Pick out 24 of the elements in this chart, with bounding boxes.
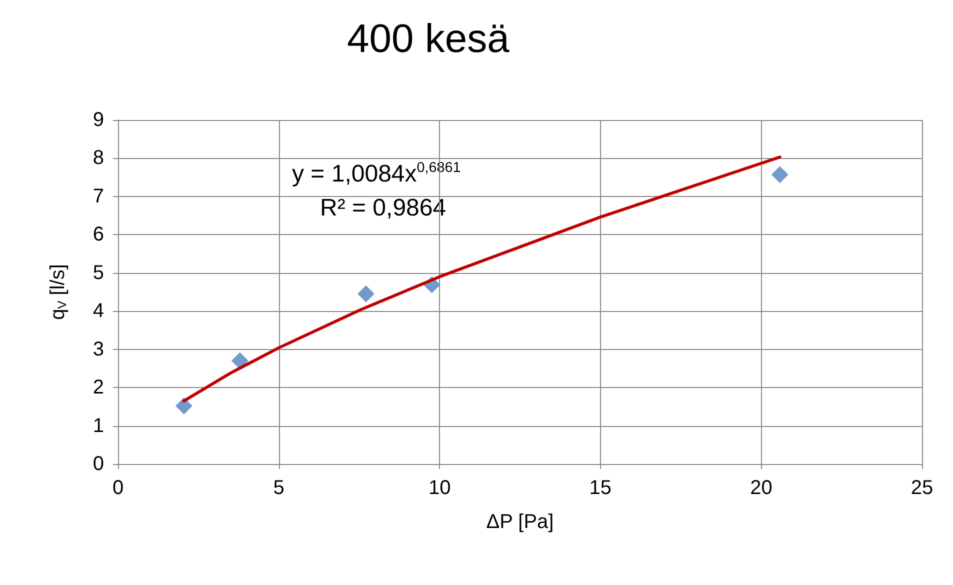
point <box>175 397 192 414</box>
x-axis-title: ΔP [Pa] <box>486 511 554 533</box>
point <box>231 352 248 370</box>
y-tick-label: 6 <box>92 224 104 246</box>
x-tick-label: 20 <box>750 477 772 499</box>
y-tick-label: 5 <box>92 262 104 284</box>
y-tick-label: 4 <box>92 300 104 322</box>
y-tick-label: 9 <box>92 109 104 131</box>
x-tick-label: 10 <box>428 477 451 499</box>
point <box>771 166 788 184</box>
x-tick-label: 5 <box>273 477 284 499</box>
chart-title: 400 kesä <box>347 17 510 61</box>
y-tick-label: 1 <box>92 414 104 437</box>
y-axis-title: qV [l/s] <box>47 264 69 320</box>
x-tick-label: 15 <box>589 477 612 499</box>
y-tick-label: 0 <box>92 453 104 475</box>
y-tick-label: 3 <box>92 338 104 360</box>
y-tick-label: 8 <box>92 147 104 170</box>
x-tick-label: 25 <box>910 477 934 499</box>
point <box>357 285 374 302</box>
y-tick-label: 2 <box>92 376 104 399</box>
y-tick-label: 7 <box>92 185 104 208</box>
x-tick-label: 0 <box>112 477 124 499</box>
annotation: R² = 0,9864 <box>320 194 446 222</box>
